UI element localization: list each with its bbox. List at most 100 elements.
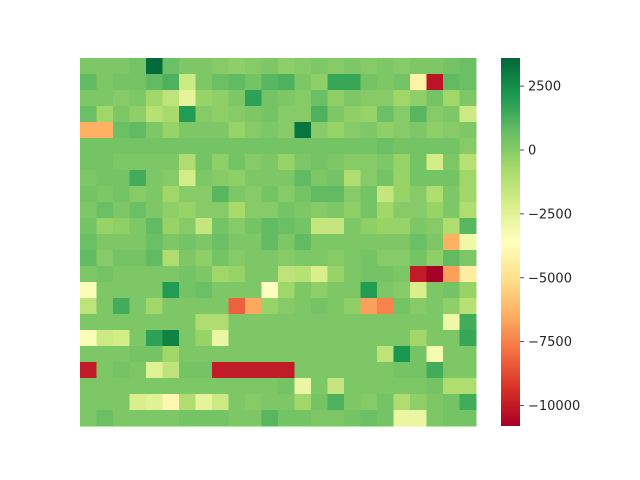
heatmap-cell-r7-c10 [245,170,262,187]
heatmap-cell-r2-c10 [245,90,262,107]
heatmap-cell-r0-c11 [261,58,279,75]
heatmap-cell-r8-c16 [344,186,361,203]
heatmap-cell-r1-c19 [393,74,411,91]
heatmap-cell-r11-c11 [261,234,279,251]
heatmap-cell-r5-c10 [245,138,262,155]
heatmap-cell-r20-c8 [212,378,229,395]
heatmap-cell-r5-c23 [459,138,477,155]
heatmap-cell-r22-c1 [96,410,114,427]
heatmap-cell-r15-c6 [179,298,196,315]
heatmap-cell-r16-c4 [146,314,163,331]
heatmap-cell-r5-c7 [195,138,213,155]
heatmap-cell-r10-c7 [195,218,213,235]
heatmap-cell-r7-c7 [195,170,213,187]
heatmap-cell-r6-c23 [459,154,477,171]
heatmap-cell-r10-c5 [162,218,180,235]
heatmap-cell-r13-c11 [261,266,279,283]
heatmap-cell-r11-c20 [410,234,427,251]
heatmap-cell-r11-c9 [228,234,246,251]
heatmap-cell-r18-c8 [212,346,229,363]
heatmap-cell-r2-c16 [344,90,361,107]
heatmap-cell-r15-c17 [360,298,378,315]
heatmap-cell-r13-c3 [129,266,147,283]
heatmap-cell-r10-c4 [146,218,163,235]
heatmap-cell-r3-c2 [113,106,130,123]
heatmap-cell-r12-c13 [294,250,312,267]
heatmap-cell-r16-c11 [261,314,279,331]
heatmap-cell-r8-c6 [179,186,196,203]
heatmap-cell-r20-c17 [360,378,378,395]
heatmap-cell-r8-c9 [228,186,246,203]
heatmap-cell-r15-c7 [195,298,213,315]
heatmap-cell-r11-c4 [146,234,163,251]
heatmap-cell-r7-c0 [80,170,97,187]
heatmap-cell-r14-c3 [129,282,147,299]
heatmap-cell-r19-c12 [278,362,295,379]
heatmap-cell-r5-c2 [113,138,130,155]
heatmap-cell-r4-c22 [443,122,460,139]
heatmap-cell-r1-c10 [245,74,262,91]
heatmap-cell-r15-c19 [393,298,411,315]
heatmap-cell-r3-c7 [195,106,213,123]
heatmap-cell-r12-c3 [129,250,147,267]
heatmap-cell-r1-c22 [443,74,460,91]
heatmap-cell-r7-c12 [278,170,295,187]
heatmap-cell-r3-c8 [212,106,229,123]
heatmap-cell-r20-c15 [327,378,345,395]
heatmap-cell-r11-c2 [113,234,130,251]
heatmap-cell-r12-c5 [162,250,180,267]
heatmap-cell-r6-c13 [294,154,312,171]
heatmap-cell-r5-c13 [294,138,312,155]
heatmap-cell-r22-c14 [311,410,328,427]
heatmap-cell-r2-c21 [426,90,444,107]
heatmap-cell-r9-c4 [146,202,163,219]
heatmap-cell-r6-c2 [113,154,130,171]
heatmap-cell-r5-c8 [212,138,229,155]
heatmap-cell-r14-c12 [278,282,295,299]
heatmap-cell-r21-c14 [311,394,328,411]
heatmap-cell-r20-c23 [459,378,477,395]
heatmap-cell-r3-c20 [410,106,427,123]
heatmap-cell-r8-c8 [212,186,229,203]
heatmap-cell-r21-c17 [360,394,378,411]
heatmap-cell-r0-c19 [393,58,411,75]
heatmap-cell-r14-c6 [179,282,196,299]
heatmap-cell-r18-c13 [294,346,312,363]
heatmap-cell-r12-c15 [327,250,345,267]
heatmap-cell-r17-c0 [80,330,97,347]
heatmap-cell-r21-c6 [179,394,196,411]
heatmap-cell-r7-c9 [228,170,246,187]
heatmap-cell-r22-c23 [459,410,477,427]
heatmap-cell-r2-c23 [459,90,477,107]
heatmap-cell-r4-c16 [344,122,361,139]
heatmap-cell-r0-c22 [443,58,460,75]
heatmap-cell-r3-c13 [294,106,312,123]
heatmap-cell-r8-c17 [360,186,378,203]
heatmap-cell-r17-c7 [195,330,213,347]
heatmap-cell-r6-c20 [410,154,427,171]
heatmap-cell-r2-c8 [212,90,229,107]
heatmap-cell-r21-c21 [426,394,444,411]
heatmap-cell-r13-c2 [113,266,130,283]
heatmap-cell-r2-c0 [80,90,97,107]
heatmap-cell-r18-c1 [96,346,114,363]
heatmap-cell-r10-c3 [129,218,147,235]
heatmap-cell-r14-c14 [311,282,328,299]
heatmap-cell-r13-c7 [195,266,213,283]
heatmap-cell-r1-c17 [360,74,378,91]
heatmap-cell-r11-c0 [80,234,97,251]
heatmap-cell-r7-c13 [294,170,312,187]
heatmap-cell-r17-c12 [278,330,295,347]
heatmap-cell-r9-c3 [129,202,147,219]
heatmap-cell-r1-c6 [179,74,196,91]
heatmap-cell-r3-c6 [179,106,196,123]
heatmap-cell-r13-c17 [360,266,378,283]
heatmap-cell-r9-c9 [228,202,246,219]
heatmap-cell-r21-c2 [113,394,130,411]
heatmap-cell-r22-c16 [344,410,361,427]
heatmap-cell-r18-c11 [261,346,279,363]
heatmap-cell-r2-c4 [146,90,163,107]
heatmap-cell-r3-c22 [443,106,460,123]
heatmap-cell-r14-c21 [426,282,444,299]
heatmap-cell-r20-c1 [96,378,114,395]
